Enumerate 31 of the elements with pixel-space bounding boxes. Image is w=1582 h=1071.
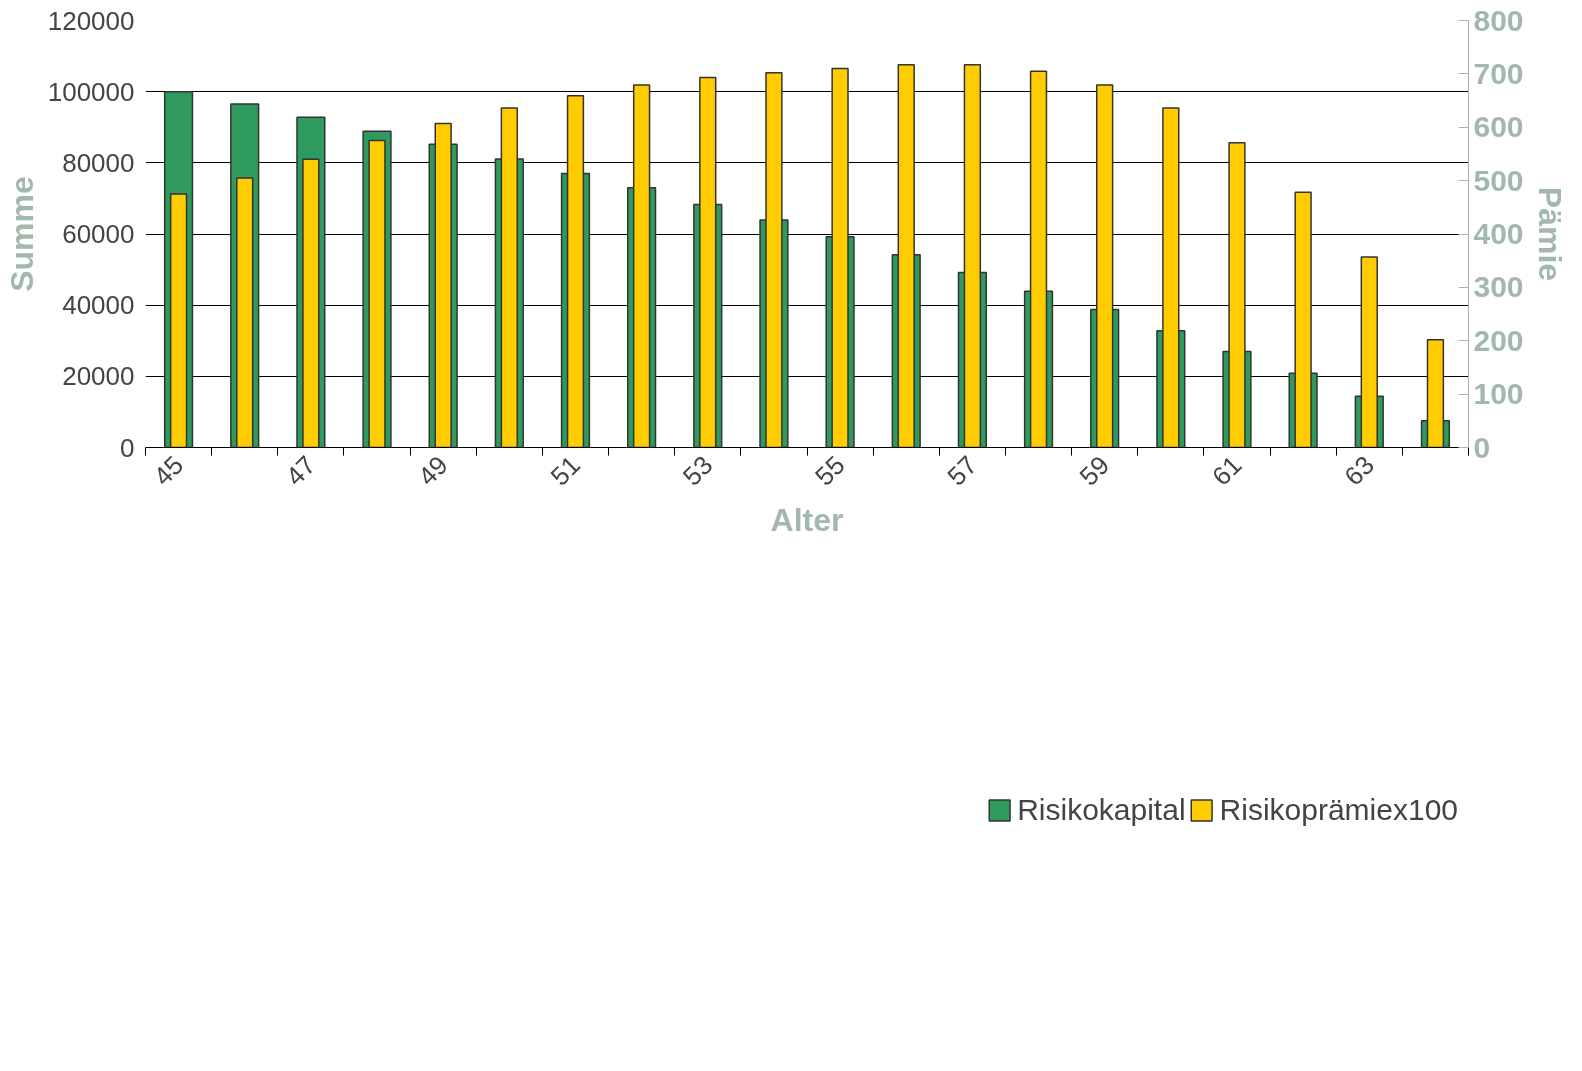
y-tick-label: 40000 (62, 290, 135, 321)
x-tick-label: 55 (809, 449, 851, 492)
x-tick-label: 63 (1338, 449, 1380, 492)
y2-tick-label: 100 (1473, 377, 1524, 411)
x-tick-label: 61 (1205, 449, 1248, 492)
x-tick-label: 47 (279, 449, 322, 492)
y-tick-label: 80000 (62, 147, 135, 178)
y2-tick-label: 800 (1473, 3, 1524, 37)
y-tick-label: 120000 (47, 5, 135, 36)
x-tick-label: 59 (1073, 449, 1116, 492)
y2-tick-label: 200 (1473, 323, 1524, 357)
y2-tick-label: 700 (1473, 56, 1524, 90)
x-tick-label: 53 (676, 449, 719, 492)
y-tick-label: 60000 (62, 219, 135, 249)
x-tick-label: 45 (147, 449, 190, 492)
y2-tick-label: 500 (1473, 163, 1524, 197)
y2-tick-label: 400 (1473, 217, 1524, 250)
legend-label: Risikokapital (1017, 793, 1186, 827)
y2-axis-title: Pämie (1531, 186, 1568, 282)
x-axis-title: Alter (770, 501, 844, 538)
y2-tick-label: 300 (1473, 270, 1524, 304)
y2-tick-label: 600 (1473, 110, 1524, 144)
x-tick-label: 49 (412, 449, 454, 492)
y2-tick-label: 0 (1473, 430, 1491, 464)
x-tick-label: 57 (941, 449, 983, 492)
y-tick-label: 20000 (62, 361, 135, 392)
y-tick-label: 0 (120, 432, 135, 463)
y-axis-title: Summe (3, 176, 40, 292)
x-tick-label: 51 (544, 449, 587, 492)
legend-label: Risikoprämiex100 (1219, 793, 1458, 827)
y-tick-label: 100000 (47, 76, 135, 107)
